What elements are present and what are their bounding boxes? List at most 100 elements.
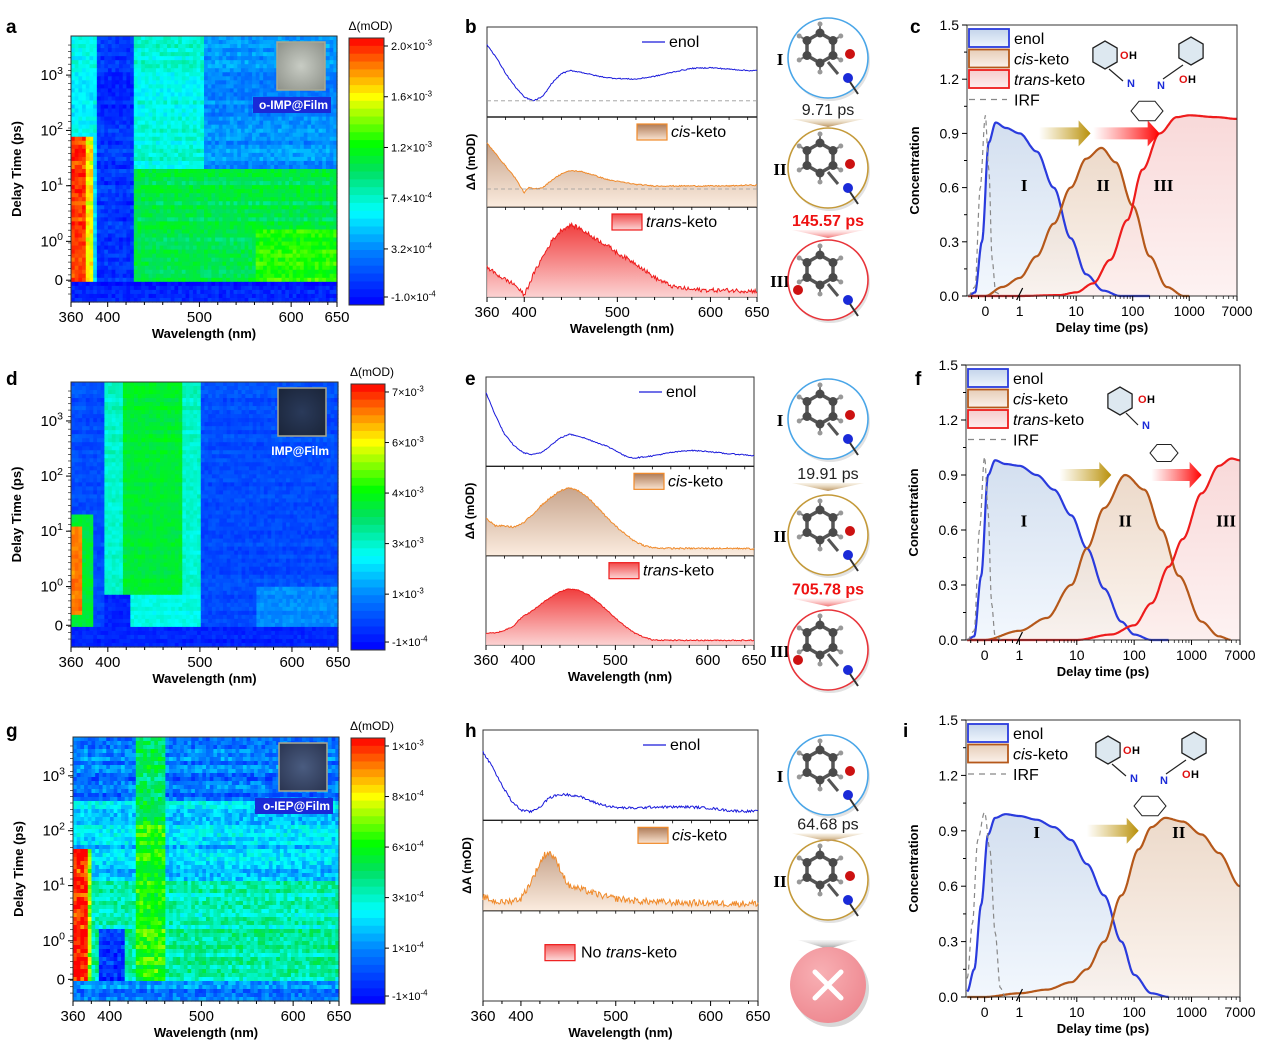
heatmap-cell xyxy=(122,257,128,263)
heatmap-cell xyxy=(237,56,242,61)
heatmap-cell xyxy=(196,221,201,227)
heatmap-cell xyxy=(233,64,238,69)
heatmap-cell xyxy=(333,40,338,45)
heatmap-cell xyxy=(189,193,194,198)
heatmap-cell xyxy=(296,189,301,194)
heatmap-cell xyxy=(277,261,283,267)
heatmap-cell xyxy=(93,205,98,210)
heatmap-cell xyxy=(200,148,205,154)
heatmap-cell xyxy=(130,44,135,49)
heatmap-cell xyxy=(181,92,187,98)
heatmap-cell xyxy=(126,209,131,214)
heatmap-cell xyxy=(185,108,190,114)
heatmap-cell xyxy=(314,209,320,214)
heatmap-cell xyxy=(89,132,94,138)
heatmap-cell xyxy=(285,189,290,194)
heatmap-cell xyxy=(274,124,279,130)
heatmap-cell xyxy=(322,277,327,283)
heatmap-cell xyxy=(207,225,212,231)
heatmap-cell xyxy=(270,72,275,77)
heatmap-cell xyxy=(152,205,157,210)
heatmap-cell xyxy=(266,56,272,61)
heatmap-cell xyxy=(233,80,238,85)
heatmap-cell xyxy=(144,185,150,190)
heatmap-cell xyxy=(167,193,172,198)
heatmap-cell xyxy=(333,249,338,255)
heatmap-cell xyxy=(93,84,98,89)
heatmap-cell xyxy=(163,257,168,263)
heatmap-cell xyxy=(196,96,201,102)
heatmap-cell xyxy=(263,68,268,73)
heatmap-cell xyxy=(119,249,124,255)
heatmap-cell xyxy=(104,297,109,303)
heatmap-cell xyxy=(170,48,176,53)
heatmap-cell xyxy=(107,136,113,142)
heatmap-cell xyxy=(96,148,102,154)
heatmap-cell xyxy=(96,64,102,69)
heatmap-cell xyxy=(178,84,183,89)
heatmap-cell xyxy=(181,112,187,118)
heatmap-cell xyxy=(85,100,91,106)
heatmap-cell xyxy=(181,128,187,134)
heatmap-cell xyxy=(178,221,183,227)
heatmap-cell xyxy=(244,76,249,81)
heatmap-cell xyxy=(85,181,91,186)
heatmap-cell xyxy=(266,285,272,291)
colorbar-tick-label: 3.2×10-4 xyxy=(391,242,433,256)
heatmap-cell xyxy=(71,148,76,154)
heatmap-cell xyxy=(174,261,179,267)
heatmap-cell xyxy=(307,181,312,186)
heatmap-cell xyxy=(311,128,316,134)
heatmap-cell xyxy=(207,64,212,69)
heatmap-cell xyxy=(185,124,190,130)
heatmap-cell xyxy=(244,249,249,255)
heatmap-cell xyxy=(333,52,338,57)
heatmap-cell xyxy=(155,185,161,190)
colorbar-band xyxy=(349,218,384,227)
heatmap-cell xyxy=(85,249,91,255)
heatmap-cell xyxy=(281,92,286,98)
heatmap-cell xyxy=(263,197,268,202)
heatmap-cell xyxy=(329,181,334,186)
heatmap-cell xyxy=(314,205,320,210)
heatmap-cell xyxy=(82,225,87,231)
heatmap-cell xyxy=(107,261,113,267)
heatmap-cell xyxy=(174,144,179,150)
heatmap-cell xyxy=(318,233,323,239)
hydrogen-atom xyxy=(817,69,823,75)
heatmap-cell xyxy=(274,128,279,134)
heatmap-cell xyxy=(107,217,113,222)
heatmap-cell xyxy=(133,237,139,243)
heatmap-cell xyxy=(192,277,198,283)
heatmap-cell xyxy=(93,164,98,170)
heatmap-cell xyxy=(148,60,153,65)
heatmap-cell xyxy=(204,249,209,255)
heatmap-cell xyxy=(329,160,334,166)
heatmap-cell xyxy=(259,128,264,134)
heatmap-cell xyxy=(141,205,146,210)
heatmap-cell xyxy=(74,156,79,162)
molecule-model-I xyxy=(787,17,870,101)
heatmap-cell xyxy=(93,100,98,106)
heatmap-cell xyxy=(89,116,94,122)
heatmap-cell xyxy=(240,241,246,247)
heatmap-cell xyxy=(185,261,190,267)
heatmap-cell xyxy=(96,289,102,295)
heatmap-cell xyxy=(74,144,79,150)
heatmap-cell xyxy=(170,108,176,114)
heatmap-cell xyxy=(119,56,124,61)
heatmap-cell xyxy=(252,249,257,255)
heatmap-cell xyxy=(248,108,253,114)
heatmap-cell xyxy=(218,297,224,303)
heatmap-cell xyxy=(270,136,275,142)
heatmap-cell xyxy=(300,173,305,178)
heatmap-cell xyxy=(226,112,231,118)
series-line-enol xyxy=(486,44,758,102)
heatmap-cell xyxy=(155,56,161,61)
heatmap-cell xyxy=(292,221,297,227)
heatmap-cell xyxy=(322,257,327,263)
heatmap-cell xyxy=(318,116,323,122)
heatmap-cell xyxy=(107,160,113,166)
heatmap-cell xyxy=(240,225,246,231)
heatmap-cell xyxy=(244,84,249,89)
